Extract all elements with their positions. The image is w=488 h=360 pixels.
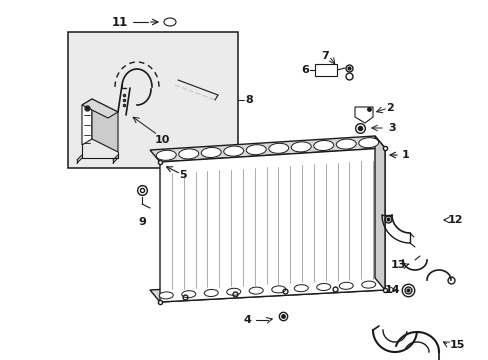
Ellipse shape	[339, 282, 352, 289]
Ellipse shape	[159, 292, 173, 299]
Ellipse shape	[226, 288, 240, 295]
Ellipse shape	[313, 140, 333, 150]
Text: 7: 7	[321, 51, 328, 61]
Polygon shape	[354, 107, 372, 123]
Text: 4: 4	[243, 315, 250, 325]
Ellipse shape	[156, 150, 176, 160]
Polygon shape	[150, 136, 384, 162]
Polygon shape	[160, 148, 384, 302]
Bar	[68, 32, 238, 168]
Ellipse shape	[268, 143, 288, 153]
Ellipse shape	[271, 286, 285, 293]
Text: 12: 12	[447, 215, 462, 225]
Ellipse shape	[361, 281, 375, 288]
Text: 10: 10	[154, 135, 169, 145]
Bar	[314, 64, 336, 76]
Text: 9: 9	[138, 217, 145, 227]
Polygon shape	[150, 278, 384, 302]
Text: 2: 2	[386, 103, 393, 113]
Text: 14: 14	[385, 285, 400, 295]
Ellipse shape	[201, 148, 221, 158]
Ellipse shape	[358, 138, 378, 148]
Polygon shape	[92, 99, 118, 152]
Ellipse shape	[291, 142, 310, 152]
Text: 13: 13	[389, 260, 405, 270]
Polygon shape	[82, 99, 92, 145]
Text: 6: 6	[301, 65, 308, 75]
Text: 5: 5	[179, 170, 186, 180]
Text: 8: 8	[244, 95, 252, 105]
Text: 11: 11	[112, 15, 128, 28]
Ellipse shape	[179, 149, 198, 159]
Ellipse shape	[204, 289, 218, 297]
Polygon shape	[82, 99, 118, 118]
Text: 3: 3	[387, 123, 395, 133]
Ellipse shape	[246, 145, 265, 155]
Text: 15: 15	[448, 340, 464, 350]
Ellipse shape	[336, 139, 356, 149]
Ellipse shape	[224, 146, 243, 156]
Ellipse shape	[294, 285, 307, 292]
Ellipse shape	[316, 283, 330, 291]
Text: 1: 1	[401, 150, 409, 160]
Polygon shape	[374, 136, 384, 290]
Ellipse shape	[182, 291, 195, 298]
Ellipse shape	[249, 287, 263, 294]
